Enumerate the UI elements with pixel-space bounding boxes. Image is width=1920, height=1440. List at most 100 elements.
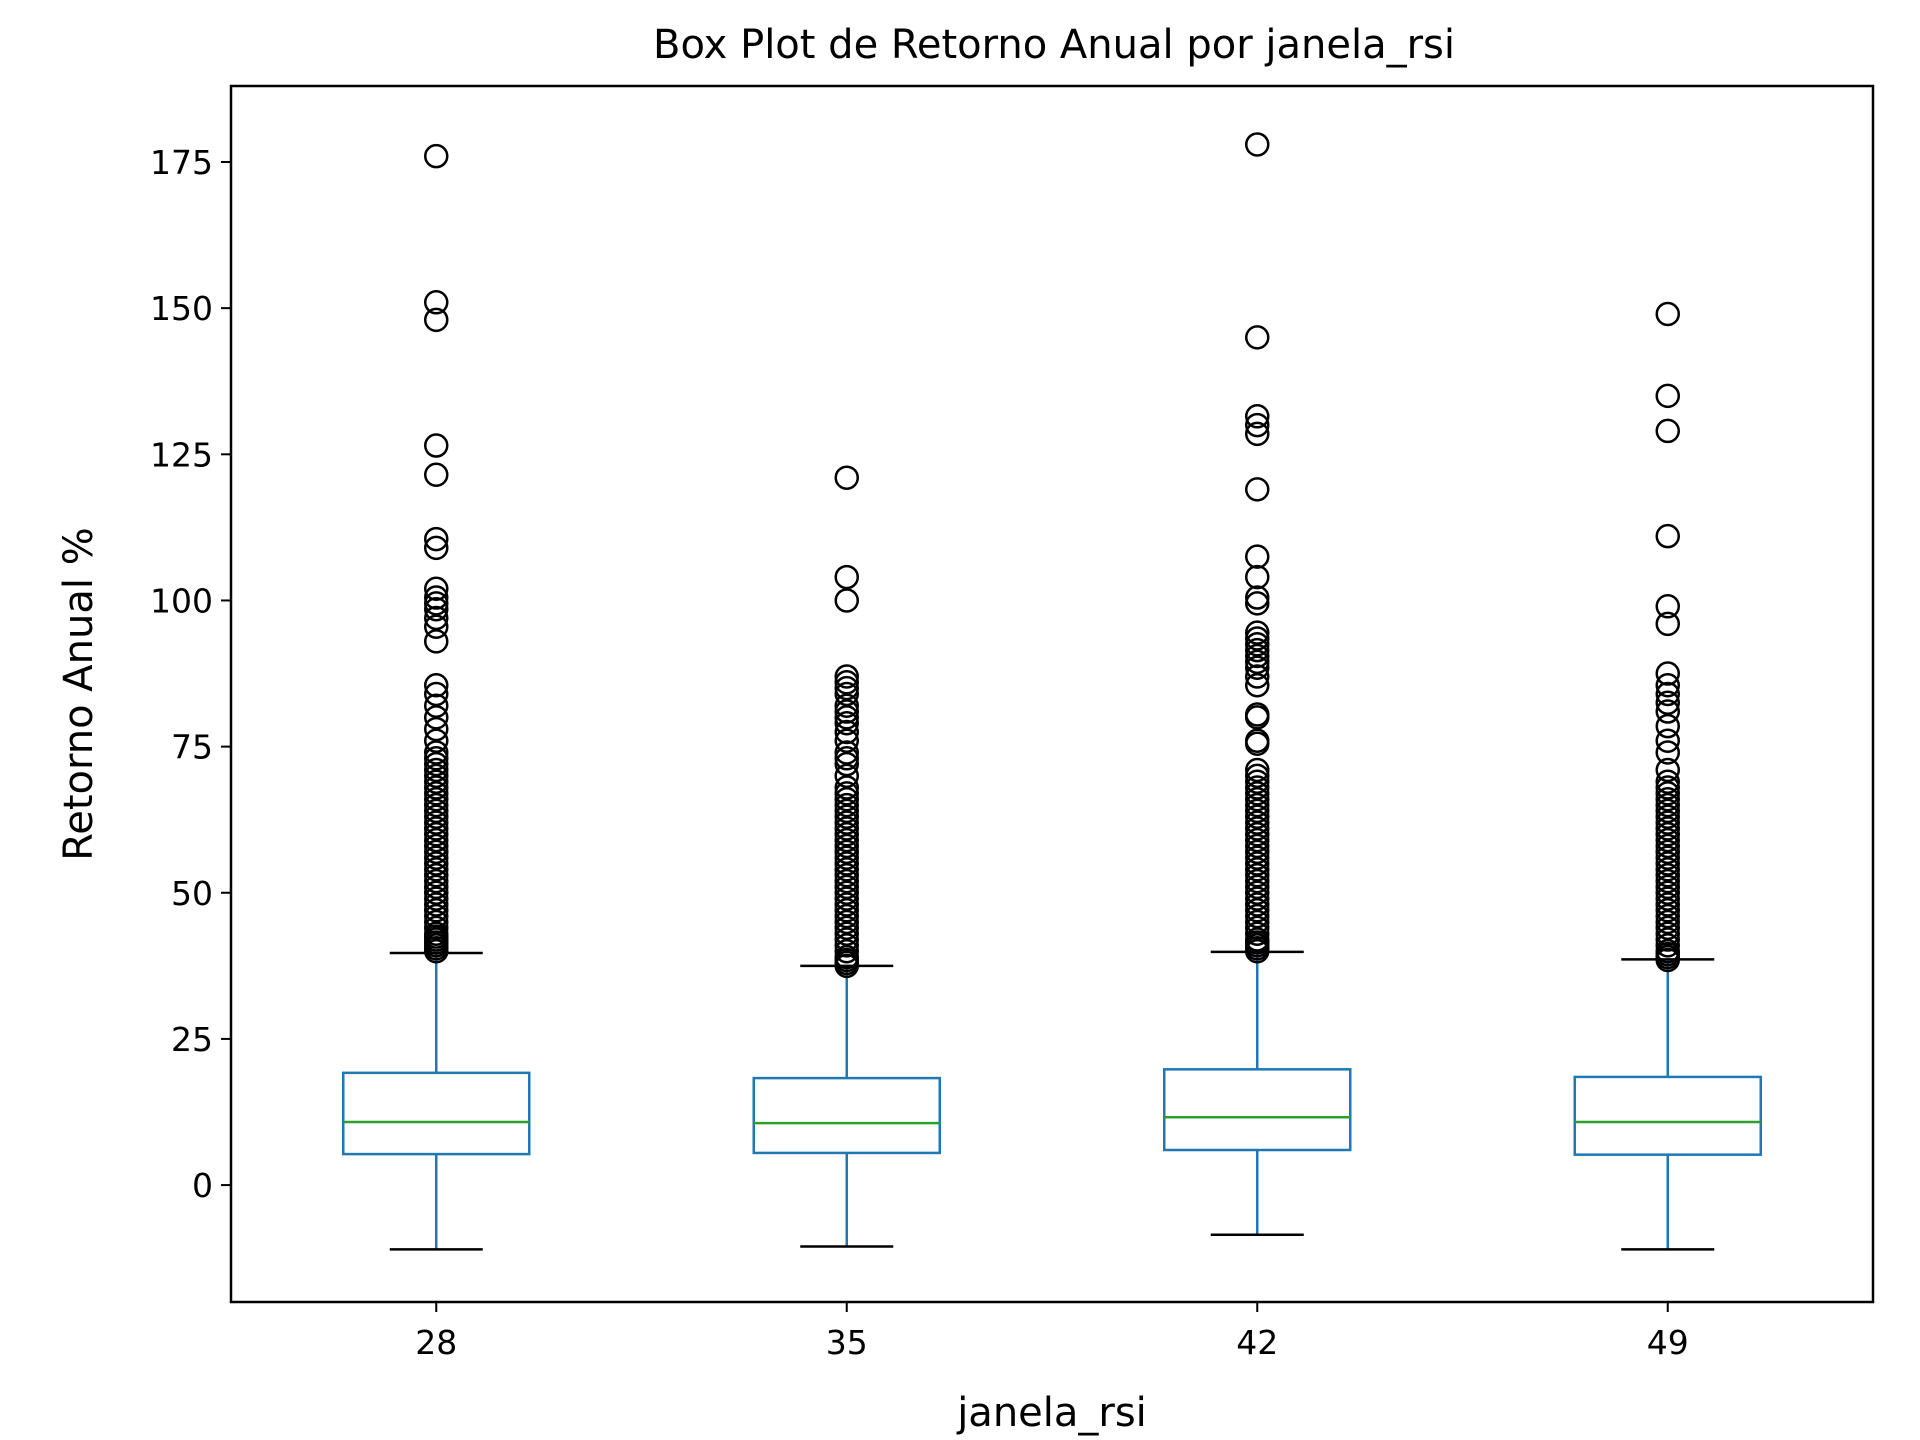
y-tick-label: 150	[150, 289, 213, 328]
outlier-point	[834, 845, 859, 870]
outlier-point	[1655, 672, 1680, 698]
outlier-point	[834, 675, 859, 701]
outlier-point	[1655, 898, 1680, 923]
plot-frame	[229, 84, 1875, 1304]
x-tick-label: 42	[1236, 1323, 1278, 1362]
y-tick-label: 125	[150, 435, 213, 474]
outlier-point	[424, 693, 449, 718]
outlier-point	[424, 851, 449, 876]
outlier-point	[1245, 781, 1270, 806]
outlier-point	[1655, 880, 1680, 906]
plot-area	[342, 132, 1762, 1251]
outlier-point	[1245, 702, 1270, 727]
outlier-point	[1655, 681, 1680, 707]
outlier-point	[1245, 325, 1270, 350]
outlier-point	[834, 909, 859, 935]
outlier-point	[424, 307, 449, 333]
outlier-point	[1245, 792, 1270, 818]
box-iqr	[342, 1071, 531, 1156]
outlier-point	[834, 886, 859, 911]
outlier-point	[1655, 798, 1680, 824]
outlier-point	[424, 629, 449, 654]
outlier-point	[1245, 816, 1270, 841]
outlier-point	[1245, 585, 1270, 610]
outlier-point	[1655, 915, 1680, 941]
outlier-point	[1245, 921, 1270, 946]
outlier-point	[1655, 927, 1680, 952]
outlier-point	[1245, 810, 1270, 835]
outlier-point	[834, 792, 859, 818]
outlier-point	[1655, 857, 1680, 882]
outlier-point	[834, 705, 859, 730]
outlier-point	[1655, 301, 1680, 327]
outlier-point	[424, 681, 449, 707]
outlier-point	[834, 564, 859, 590]
outlier-point	[1655, 822, 1680, 847]
outlier-point	[1655, 851, 1680, 876]
outlier-point	[424, 716, 449, 742]
outlier-point	[834, 927, 859, 952]
outlier-point	[424, 591, 449, 616]
outlier-point	[424, 535, 449, 561]
outlier-point	[1245, 903, 1270, 929]
outlier-point	[1245, 927, 1270, 952]
outlier-point	[1245, 132, 1270, 157]
outlier-point	[1245, 412, 1270, 438]
y-axis-label: Retorno Anual %	[56, 527, 102, 860]
outlier-point	[1655, 757, 1680, 783]
outlier-point	[834, 588, 859, 613]
outlier-point	[424, 886, 449, 911]
outlier-point	[1655, 775, 1680, 800]
outlier-point	[834, 903, 859, 929]
outlier-point	[1655, 713, 1680, 739]
outlier-point	[834, 798, 859, 824]
outlier-point	[424, 290, 449, 315]
outlier-point	[424, 605, 449, 631]
outlier-point	[424, 822, 449, 847]
outlier-point	[1655, 786, 1680, 812]
x-tick-label: 35	[826, 1323, 868, 1362]
outlier-point	[834, 681, 859, 707]
outlier-point	[1245, 769, 1270, 794]
outlier-point	[424, 757, 449, 783]
outlier-point	[424, 746, 449, 771]
outlier-point	[424, 576, 449, 602]
outlier-point	[834, 781, 859, 806]
y-tick-label: 0	[192, 1166, 213, 1205]
outlier-point	[1655, 728, 1680, 754]
outlier-point	[834, 804, 859, 830]
outlier-point	[1655, 862, 1680, 888]
outlier-point	[424, 862, 449, 888]
outlier-point	[1655, 938, 1680, 964]
outlier-point	[424, 833, 449, 859]
outlier-point	[424, 880, 449, 906]
outlier-point	[1655, 594, 1680, 619]
outlier-point	[424, 810, 449, 835]
outlier-point	[1245, 898, 1270, 923]
outlier-point	[1655, 418, 1680, 444]
outlier-point	[834, 833, 859, 859]
outlier-point	[424, 763, 449, 789]
y-tick-label: 50	[171, 874, 213, 913]
outlier-point	[1245, 833, 1270, 859]
x-axis-label: janela_rsi	[956, 1390, 1147, 1436]
outlier-point	[424, 672, 449, 698]
box-iqr	[1163, 1068, 1352, 1152]
outlier-point	[424, 868, 449, 894]
outlier-point	[834, 880, 859, 906]
outlier-point	[1655, 523, 1680, 549]
outlier-point	[1655, 839, 1680, 865]
outlier-point	[834, 810, 859, 835]
outlier-point	[424, 915, 449, 941]
outlier-point	[1245, 804, 1270, 830]
outlier-point	[1245, 862, 1270, 888]
x-tick-label: 49	[1647, 1323, 1689, 1362]
outlier-point	[834, 898, 859, 923]
outlier-point	[834, 786, 859, 812]
outlier-point	[1245, 643, 1270, 669]
outlier-point	[1245, 786, 1270, 812]
outlier-point	[424, 827, 449, 853]
outlier-point	[834, 728, 859, 754]
outlier-point	[1655, 661, 1680, 686]
outlier-point	[1245, 892, 1270, 917]
